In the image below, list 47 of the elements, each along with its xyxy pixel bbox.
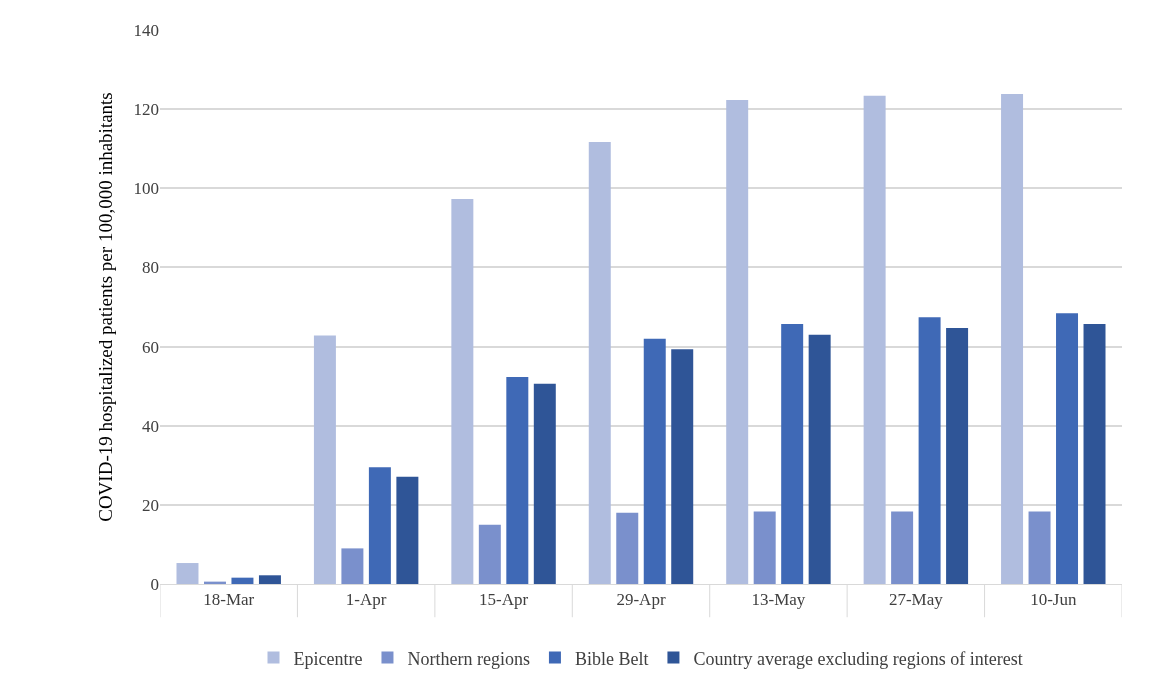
y-tick-label: 140 bbox=[133, 20, 159, 40]
bar bbox=[231, 577, 254, 584]
bar bbox=[396, 476, 419, 584]
legend-label: Bible Belt bbox=[574, 648, 649, 669]
bar bbox=[176, 563, 199, 584]
bar bbox=[643, 338, 666, 584]
bar bbox=[1083, 324, 1106, 584]
bar bbox=[313, 335, 336, 584]
legend-label: Country average excluding regions of interest bbox=[693, 648, 1023, 669]
bar bbox=[891, 511, 914, 584]
legend-label: Northern regions bbox=[407, 648, 530, 669]
x-tick-label: 15-Apr bbox=[479, 590, 529, 610]
x-tick-label: 27-May bbox=[888, 590, 944, 610]
legend-label: Epicentre bbox=[293, 648, 363, 669]
bar bbox=[808, 334, 831, 584]
bar bbox=[368, 467, 391, 584]
bar bbox=[753, 511, 776, 584]
bar bbox=[588, 141, 611, 584]
bar bbox=[533, 383, 556, 584]
bar bbox=[1056, 313, 1079, 584]
bar bbox=[781, 324, 804, 584]
y-tick-label: 100 bbox=[133, 179, 159, 199]
x-tick-label: 29-Apr bbox=[616, 590, 666, 610]
bar bbox=[918, 317, 941, 584]
bar bbox=[341, 548, 364, 584]
x-tick-label: 18-Mar bbox=[203, 590, 255, 610]
y-tick-label: 40 bbox=[142, 416, 159, 436]
y-tick-label: 20 bbox=[142, 495, 159, 515]
bar bbox=[478, 524, 501, 584]
bar bbox=[1001, 94, 1024, 584]
x-tick-label: 1-Apr bbox=[345, 590, 387, 610]
y-tick-label: 60 bbox=[142, 337, 159, 357]
bar bbox=[258, 575, 281, 584]
bar bbox=[616, 512, 639, 584]
bar bbox=[946, 327, 969, 584]
x-tick-label: 13-May bbox=[751, 590, 806, 610]
y-tick-label: 80 bbox=[142, 258, 159, 278]
bar bbox=[671, 349, 694, 584]
y-tick-label: 120 bbox=[133, 100, 159, 120]
bar bbox=[1028, 511, 1051, 584]
x-tick-label: 10-Jun bbox=[1030, 590, 1077, 610]
bar bbox=[726, 100, 749, 584]
bar bbox=[506, 377, 529, 584]
y-axis-title: COVID-19 hospitalized patients per 100,000 inhabitants bbox=[95, 92, 117, 522]
bar bbox=[451, 198, 474, 584]
bar bbox=[863, 95, 886, 584]
y-tick-label: 0 bbox=[150, 574, 159, 594]
